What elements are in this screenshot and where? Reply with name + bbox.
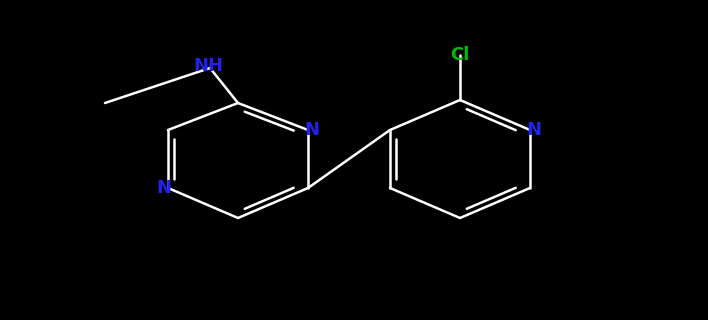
Text: Cl: Cl xyxy=(450,46,469,64)
Text: N: N xyxy=(304,121,319,139)
Text: N: N xyxy=(156,179,171,197)
Text: N: N xyxy=(527,121,542,139)
Text: NH: NH xyxy=(193,57,223,75)
